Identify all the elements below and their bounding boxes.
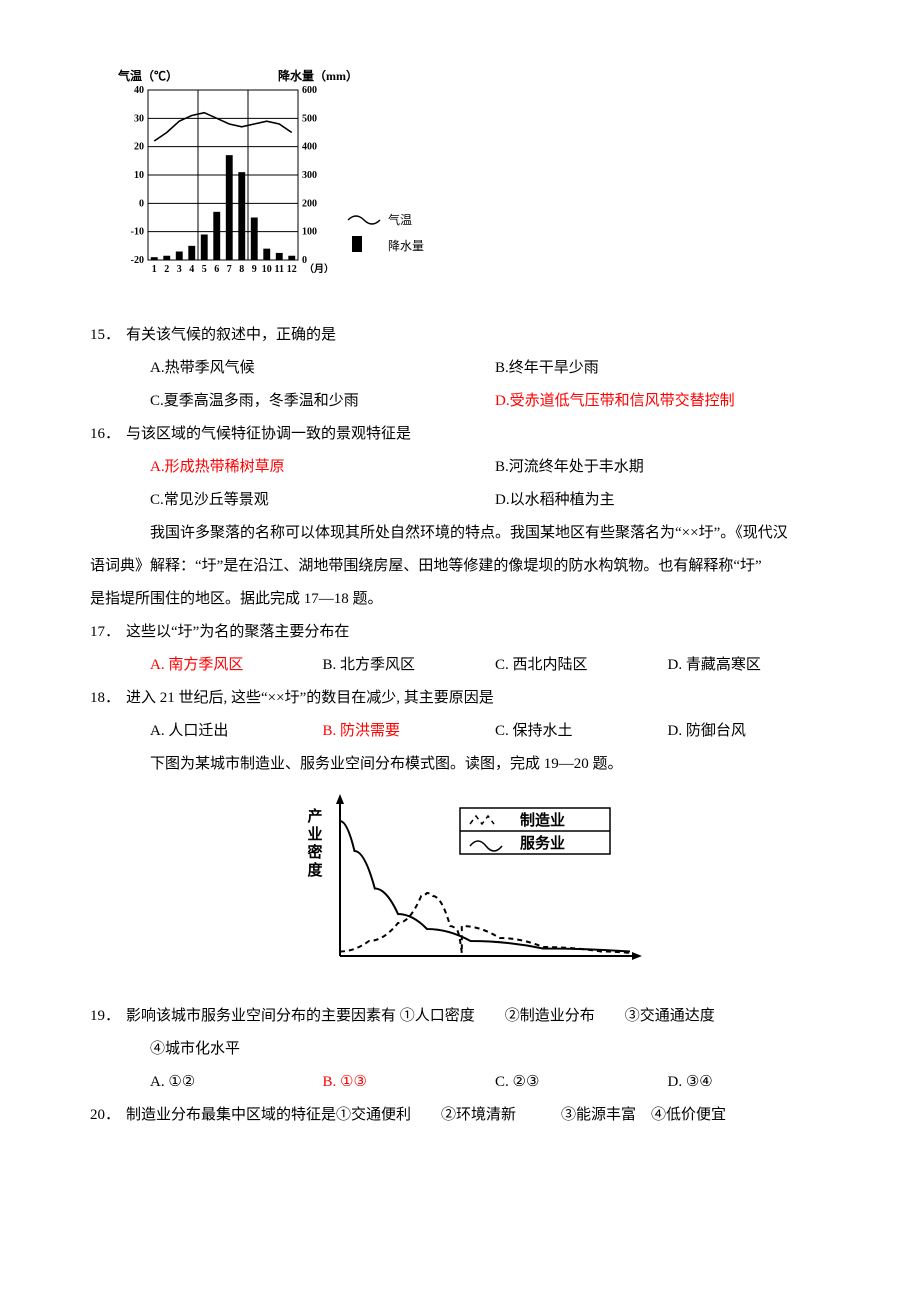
question-16: 16． 与该区域的气候特征协调一致的景观特征是 <box>90 418 840 451</box>
q19-stem2: ④城市化水平 <box>150 1033 840 1066</box>
svg-text:-10: -10 <box>131 227 144 238</box>
question-17: 17． 这些以“圩”为名的聚落主要分布在 <box>90 616 840 649</box>
q18-num: 18． <box>90 682 126 715</box>
density-chart: 产业密度 制造业服务业 <box>90 791 840 994</box>
q17-options: A. 南方季风区 B. 北方季风区 C. 西北内陆区 D. 青藏高寒区 <box>150 649 840 682</box>
q17-opt-c: C. 西北内陆区 <box>495 649 668 682</box>
svg-text:9: 9 <box>252 264 257 275</box>
q17-opt-a: A. 南方季风区 <box>150 649 323 682</box>
q18-opt-d: D. 防御台风 <box>668 715 841 748</box>
svg-text:降水量: 降水量 <box>388 239 424 253</box>
svg-text:100: 100 <box>302 227 317 238</box>
svg-text:7: 7 <box>227 264 232 275</box>
q18-opt-c: C. 保持水土 <box>495 715 668 748</box>
q16-opt-a: A.形成热带稀树草原 <box>150 451 495 484</box>
q16-stem: 与该区域的气候特征协调一致的景观特征是 <box>126 418 840 451</box>
q19-stem: 影响该城市服务业空间分布的主要因素有 ①人口密度 ②制造业分布 ③交通通达度 <box>126 1000 840 1033</box>
svg-text:度: 度 <box>307 861 323 879</box>
svg-text:20: 20 <box>134 142 144 153</box>
question-18: 18． 进入 21 世纪后, 这些“××圩”的数目在减少, 其主要原因是 <box>90 682 840 715</box>
svg-text:降水量（mm）: 降水量（mm） <box>278 68 358 83</box>
svg-text:密: 密 <box>307 843 322 861</box>
question-20: 20． 制造业分布最集中区域的特征是①交通便利 ②环境清新 ③能源丰富 ④低价便… <box>90 1099 840 1132</box>
q18-options: A. 人口迁出 B. 防洪需要 C. 保持水土 D. 防御台风 <box>150 715 840 748</box>
svg-text:制造业: 制造业 <box>520 811 565 829</box>
q15-opt-a: A.热带季风气候 <box>150 352 495 385</box>
svg-text:8: 8 <box>239 264 244 275</box>
q20-num: 20． <box>90 1099 126 1132</box>
svg-text:（月）: （月） <box>304 262 334 275</box>
q19-opt-d: D. ③④ <box>668 1066 841 1099</box>
svg-text:400: 400 <box>302 142 317 153</box>
svg-text:4: 4 <box>189 264 194 275</box>
q15-options-row2: C.夏季高温多雨，冬季温和少雨 D.受赤道低气压带和信风带交替控制 <box>150 385 840 418</box>
q20-stem: 制造业分布最集中区域的特征是①交通便利 ②环境清新 ③能源丰富 ④低价便宜 <box>126 1099 840 1132</box>
q19-options: A. ①② B. ①③ C. ②③ D. ③④ <box>150 1066 840 1099</box>
q17-num: 17． <box>90 616 126 649</box>
svg-text:气温: 气温 <box>388 212 412 227</box>
climate-chart: -20-100102030400100200300400500600123456… <box>110 60 840 313</box>
svg-text:2: 2 <box>164 264 169 275</box>
svg-text:10: 10 <box>262 264 272 275</box>
q15-opt-c: C.夏季高温多雨，冬季温和少雨 <box>150 385 495 418</box>
q16-opt-c: C.常见沙丘等景观 <box>150 484 495 517</box>
svg-text:200: 200 <box>302 198 317 209</box>
svg-text:业: 业 <box>307 826 322 843</box>
svg-text:服务业: 服务业 <box>520 834 565 852</box>
svg-text:10: 10 <box>134 170 144 181</box>
q15-options-row1: A.热带季风气候 B.终年干旱少雨 <box>150 352 840 385</box>
q18-stem: 进入 21 世纪后, 这些“××圩”的数目在减少, 其主要原因是 <box>126 682 840 715</box>
q16-opt-b: B.河流终年处于丰水期 <box>495 451 840 484</box>
q18-opt-b: B. 防洪需要 <box>323 715 496 748</box>
passage1-line3: 是指堤所围住的地区。据此完成 17—18 题。 <box>90 583 840 616</box>
svg-text:0: 0 <box>139 198 144 209</box>
q19-num: 19． <box>90 1000 126 1033</box>
q19-opt-c: C. ②③ <box>495 1066 668 1099</box>
q16-options-row2: C.常见沙丘等景观 D.以水稻种植为主 <box>150 484 840 517</box>
q16-num: 16． <box>90 418 126 451</box>
passage1-line2: 语词典》解释：“圩”是在沿江、湖地带围绕房屋、田地等修建的像堤坝的防水构筑物。也… <box>90 550 840 583</box>
svg-text:5: 5 <box>202 264 207 275</box>
q15-stem: 有关该气候的叙述中，正确的是 <box>126 319 840 352</box>
svg-text:气温（℃）: 气温（℃） <box>117 68 178 83</box>
svg-text:11: 11 <box>275 264 284 275</box>
svg-text:1: 1 <box>152 264 157 275</box>
svg-text:3: 3 <box>177 264 182 275</box>
svg-text:30: 30 <box>134 113 144 124</box>
q17-opt-d: D. 青藏高寒区 <box>668 649 841 682</box>
question-15: 15． 有关该气候的叙述中，正确的是 <box>90 319 840 352</box>
svg-text:500: 500 <box>302 113 317 124</box>
q19-opt-b: B. ①③ <box>323 1066 496 1099</box>
q15-opt-d: D.受赤道低气压带和信风带交替控制 <box>495 385 840 418</box>
svg-text:12: 12 <box>287 264 297 275</box>
svg-text:6: 6 <box>214 264 219 275</box>
q19-opt-a: A. ①② <box>150 1066 323 1099</box>
svg-text:40: 40 <box>134 85 144 96</box>
q16-options-row1: A.形成热带稀树草原 B.河流终年处于丰水期 <box>150 451 840 484</box>
q16-opt-d: D.以水稻种植为主 <box>495 484 840 517</box>
svg-text:300: 300 <box>302 170 317 181</box>
q15-num: 15． <box>90 319 126 352</box>
svg-text:-20: -20 <box>131 255 144 266</box>
q15-opt-b: B.终年干旱少雨 <box>495 352 840 385</box>
question-19: 19． 影响该城市服务业空间分布的主要因素有 ①人口密度 ②制造业分布 ③交通通… <box>90 1000 840 1033</box>
q17-stem: 这些以“圩”为名的聚落主要分布在 <box>126 616 840 649</box>
q17-opt-b: B. 北方季风区 <box>323 649 496 682</box>
passage1-line1: 我国许多聚落的名称可以体现其所处自然环境的特点。我国某地区有些聚落名为“××圩”… <box>120 517 840 550</box>
svg-text:产: 产 <box>307 807 322 825</box>
q18-opt-a: A. 人口迁出 <box>150 715 323 748</box>
passage2: 下图为某城市制造业、服务业空间分布模式图。读图，完成 19—20 题。 <box>120 748 840 781</box>
svg-text:600: 600 <box>302 85 317 96</box>
